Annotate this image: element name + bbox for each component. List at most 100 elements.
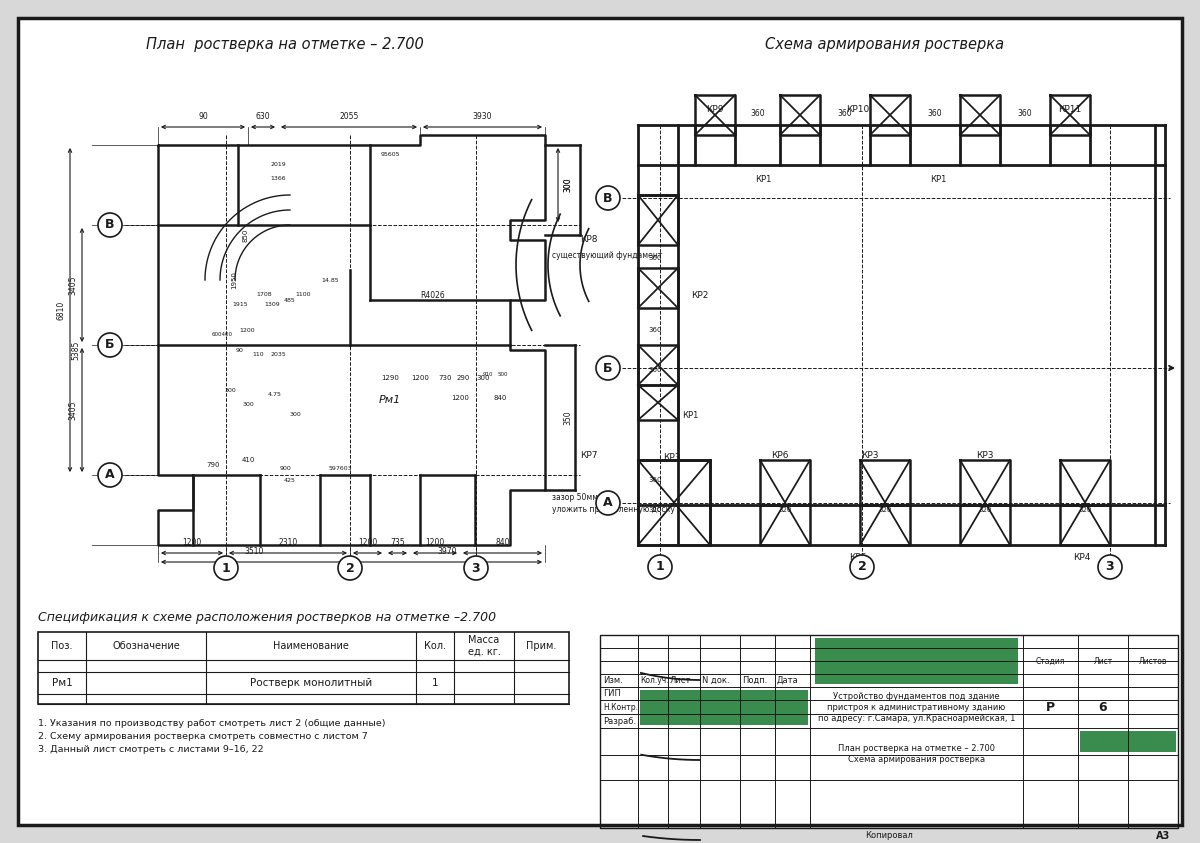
Text: 3510: 3510 [245,547,264,556]
Text: 320: 320 [978,507,991,513]
Text: Поз.: Поз. [52,641,73,651]
Text: 360: 360 [1018,109,1032,117]
Text: КР4: КР4 [1073,554,1091,562]
Circle shape [596,356,620,380]
Bar [640,690,808,725]
Text: 3970: 3970 [438,547,457,556]
Text: 290: 290 [456,375,469,381]
Text: 1708: 1708 [256,293,272,298]
Text: 485: 485 [284,298,296,303]
Text: 790: 790 [206,462,220,468]
Text: 1290: 1290 [382,375,398,381]
Text: 14.85: 14.85 [322,277,338,282]
Text: 850: 850 [242,228,250,242]
Text: Устройство фундаментов под здание
пристроя к административному зданию
по адресу:: Устройство фундаментов под здание пристр… [818,692,1015,723]
Text: 597603: 597603 [328,465,352,470]
Text: 350: 350 [563,411,572,425]
Text: 300: 300 [563,178,572,192]
Text: 110: 110 [252,352,264,357]
Text: Копировал: Копировал [865,831,913,840]
Bar [815,638,1018,684]
Text: 300: 300 [289,412,301,417]
Text: А: А [106,469,115,481]
Text: 1: 1 [655,561,665,573]
Text: Спецификация к схеме расположения ростверков на отметке –2.700: Спецификация к схеме расположения ростве… [38,610,496,624]
Text: 2310: 2310 [278,538,298,547]
Text: 900: 900 [280,465,290,470]
Text: существующий фундамент: существующий фундамент [552,250,662,260]
Circle shape [338,556,362,580]
Circle shape [98,213,122,237]
Text: 910: 910 [482,373,493,378]
Text: 6810: 6810 [56,300,65,319]
Text: Лист: Лист [1093,657,1112,665]
Text: ГИП: ГИП [604,689,620,698]
Text: Б: Б [604,362,613,374]
Text: 1: 1 [222,561,230,574]
Circle shape [850,555,874,579]
Text: Кол.уч.: Кол.уч. [640,676,668,685]
Text: 300: 300 [476,375,490,381]
Text: Подп.: Подп. [742,676,767,685]
Text: N док.: N док. [702,676,730,685]
Text: В: В [106,218,115,232]
Text: 735: 735 [390,538,404,547]
Text: 3: 3 [472,561,480,574]
Bar [38,632,569,704]
Text: Схема армирования ростверка: Схема армирования ростверка [766,37,1004,52]
Circle shape [214,556,238,580]
Text: Листов: Листов [1139,657,1168,665]
Text: 630: 630 [256,112,270,121]
Text: Разраб.: Разраб. [604,717,636,726]
Text: 1915: 1915 [232,303,248,308]
Text: 600400: 600400 [211,332,233,337]
Text: 300: 300 [563,178,572,192]
Text: Прим.: Прим. [527,641,557,651]
Text: 1200: 1200 [239,327,254,332]
Text: 1200: 1200 [358,538,377,547]
Text: 320: 320 [1079,507,1092,513]
Text: 3930: 3930 [473,112,492,121]
Text: зазор 50мм: зазор 50мм [552,493,598,502]
Text: Обозначение: Обозначение [112,641,180,651]
Text: 4.75: 4.75 [268,393,282,398]
Text: Н.Контр.: Н.Контр. [604,702,638,711]
Text: КР5: КР5 [850,554,866,562]
Text: КР1: КР1 [682,411,698,420]
Circle shape [98,463,122,487]
Text: 840: 840 [493,395,506,401]
Bar [600,635,1178,828]
Text: 1366: 1366 [270,175,286,180]
Text: КР3: КР3 [977,450,994,459]
Circle shape [648,555,672,579]
Text: 1950: 1950 [230,271,238,289]
Text: Рм1: Рм1 [52,678,72,688]
Text: КР6: КР6 [772,450,788,459]
Text: 3405: 3405 [68,400,77,420]
Text: 320: 320 [779,507,792,513]
Text: 360: 360 [751,109,766,117]
Text: 320: 320 [648,507,661,513]
Text: 1200: 1200 [425,538,445,547]
Text: А3: А3 [1156,831,1170,841]
Text: 95605: 95605 [380,153,400,158]
Text: КР10: КР10 [846,105,870,115]
Text: Ростверк монолитный: Ростверк монолитный [250,678,372,688]
Circle shape [596,186,620,210]
Text: Наименование: Наименование [274,641,349,651]
Text: 360: 360 [838,109,852,117]
Text: 425: 425 [284,477,296,482]
Text: Изм.: Изм. [604,676,623,685]
Text: 840: 840 [496,538,510,547]
Text: КР11: КР11 [1058,105,1081,115]
Text: Стадия: Стадия [1036,657,1066,665]
Text: 1100: 1100 [295,293,311,298]
Text: 730: 730 [438,375,451,381]
Text: 1200: 1200 [412,375,428,381]
Text: 300: 300 [242,402,254,407]
Text: 2019: 2019 [270,163,286,168]
Text: Кол.: Кол. [424,641,446,651]
Text: 1. Указания по производству работ смотреть лист 2 (общие данные): 1. Указания по производству работ смотре… [38,719,385,728]
Text: Рм1: Рм1 [379,395,401,405]
Text: 360: 360 [648,255,661,261]
